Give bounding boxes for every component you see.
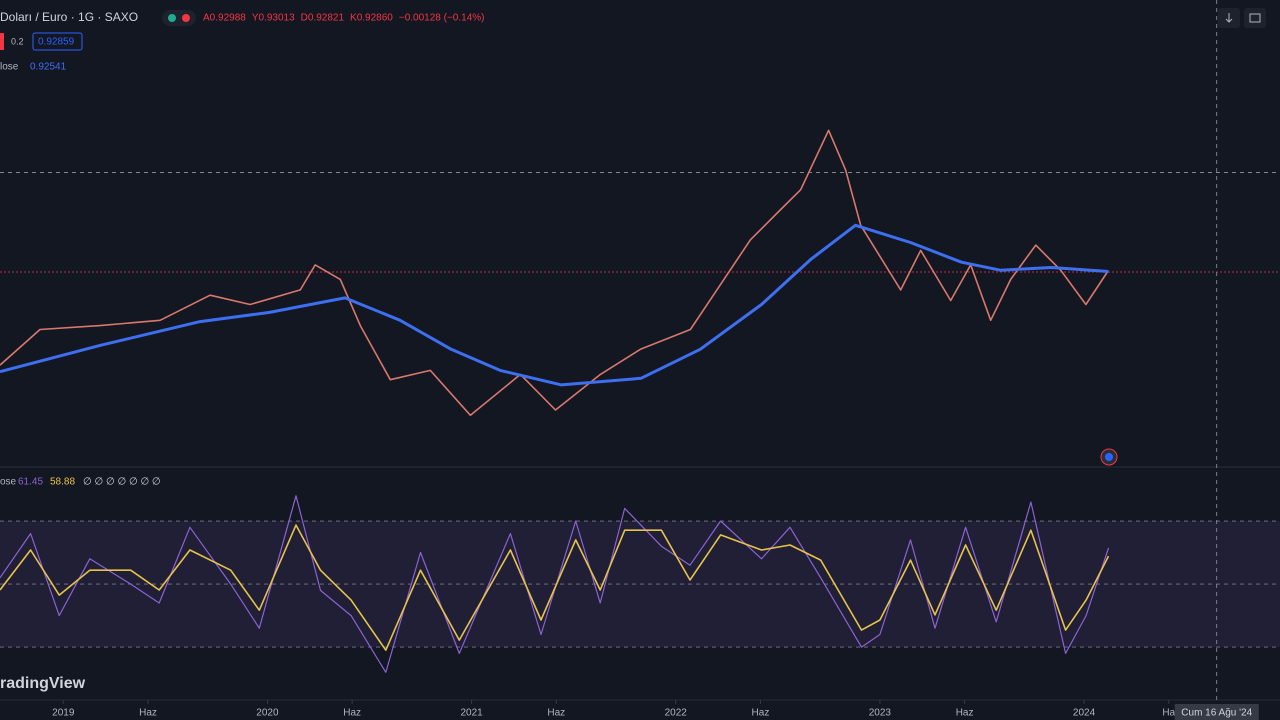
crosshair-label: Cum 16 Ağu '24 bbox=[1181, 708, 1252, 719]
ohlc-item: D0.92821 bbox=[301, 13, 345, 24]
x-tick-label: 2024 bbox=[1073, 708, 1096, 719]
x-tick-label: Haz bbox=[752, 708, 770, 719]
x-tick-label: 2020 bbox=[256, 708, 279, 719]
icon bbox=[1105, 453, 1113, 461]
rsi-extra: ∅ ∅ ∅ ∅ ∅ ∅ ∅ bbox=[83, 477, 161, 488]
interval-badge: 0.2 bbox=[11, 36, 24, 46]
ohlc-item: K0.92860 bbox=[350, 13, 393, 24]
rsi-series bbox=[0, 524, 1110, 651]
x-tick-label: 2022 bbox=[665, 708, 688, 719]
x-tick-label: 2021 bbox=[460, 708, 483, 719]
x-tick-label: Haz bbox=[139, 708, 157, 719]
status-pill[interactable] bbox=[162, 10, 196, 26]
price-series bbox=[0, 223, 1109, 387]
ohlc-item: −0.00128 (−0.14%) bbox=[399, 13, 485, 24]
price-series bbox=[0, 129, 1109, 417]
x-tick-label: Haz bbox=[343, 708, 361, 719]
ohlc-item: A0.92988 bbox=[203, 13, 246, 24]
ma-label: lose bbox=[0, 62, 19, 73]
x-tick-label: Ha bbox=[1162, 708, 1175, 719]
toolbar bbox=[1100, 8, 1266, 466]
ma-value: 0.92541 bbox=[30, 62, 67, 73]
badge-edge bbox=[0, 33, 4, 50]
header: Doları / Euro · 1G · SAXO A0.92988 Y0.930… bbox=[0, 10, 484, 73]
rsi-series bbox=[0, 495, 1110, 673]
ohlc-item: Y0.93013 bbox=[252, 13, 295, 24]
status-dot bbox=[182, 14, 190, 22]
symbol-title: Doları / Euro · 1G · SAXO bbox=[0, 10, 138, 24]
x-tick-label: 2023 bbox=[869, 708, 892, 719]
last-price-badge: 0.92859 bbox=[38, 37, 75, 48]
icon bbox=[1225, 13, 1233, 23]
status-dot bbox=[168, 14, 176, 22]
rsi-label: ose bbox=[0, 477, 17, 488]
last-price-box bbox=[32, 32, 83, 51]
rsi-value: 61.45 bbox=[18, 477, 43, 488]
x-tick-label: Haz bbox=[956, 708, 974, 719]
button[interactable] bbox=[1244, 8, 1266, 28]
ohlc-values: A0.92988 Y0.93013 D0.92821 K0.92860 −0.00128… bbox=[203, 13, 484, 24]
icon bbox=[1249, 13, 1261, 23]
logo: radingView bbox=[0, 675, 86, 692]
crosshair-label-bg bbox=[1174, 704, 1259, 720]
rsi-ma-value: 58.88 bbox=[50, 477, 75, 488]
x-tick-label: 2019 bbox=[52, 708, 75, 719]
x-tick-label: Haz bbox=[547, 708, 565, 719]
